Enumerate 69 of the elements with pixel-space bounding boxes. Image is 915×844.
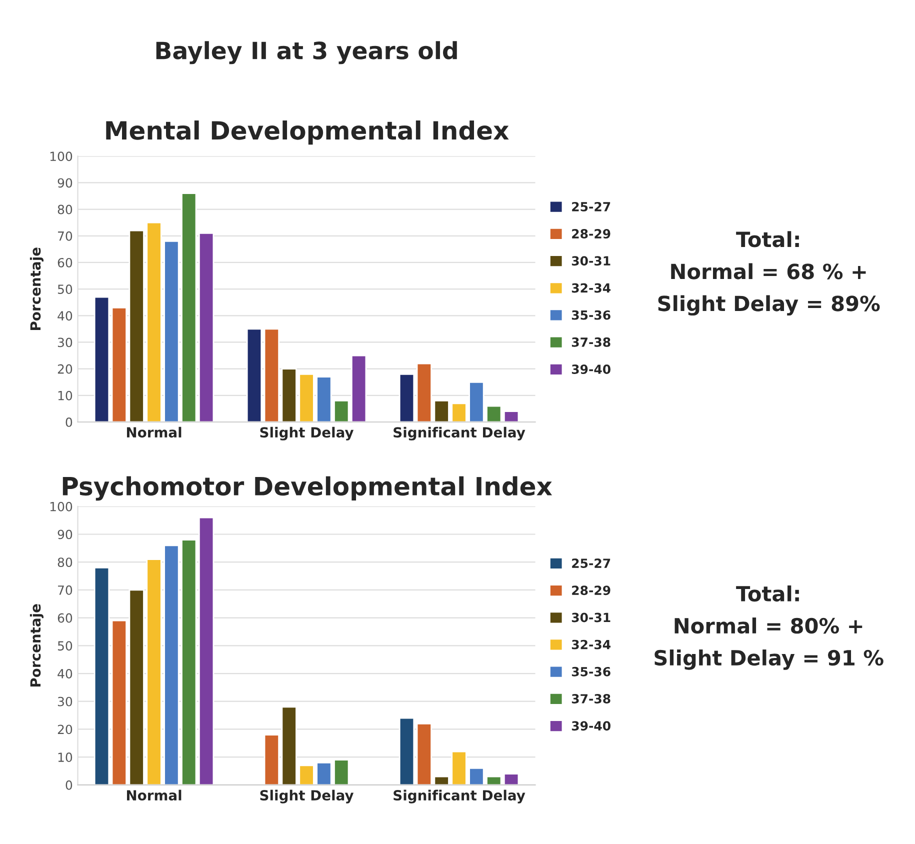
bar <box>398 373 415 422</box>
y-tick-label: 100 <box>50 502 72 512</box>
y-tick-label: 0 <box>66 417 72 427</box>
bar <box>94 566 110 785</box>
bar <box>503 410 520 422</box>
y-tick-label: 30 <box>58 338 72 348</box>
y-tick-label: 70 <box>58 231 72 241</box>
legend-label: 37-38 <box>572 694 610 704</box>
x-tick-label: Significant Delay <box>394 790 526 804</box>
y-axis-title: Porcentaje <box>30 248 44 330</box>
legend-label: 25-27 <box>572 558 610 568</box>
x-tick-label: Significant Delay <box>394 426 526 440</box>
y-tick-label: 40 <box>58 668 72 678</box>
bar <box>111 306 128 422</box>
y-tick-label: 90 <box>58 178 72 188</box>
bar <box>111 620 128 785</box>
chart-subtitle: Mental Developmental Index <box>106 120 509 145</box>
legend-label: 35-36 <box>572 666 610 676</box>
legend-label: 32-34 <box>572 283 611 293</box>
legend-label: 39-40 <box>572 721 610 731</box>
text: Total: <box>736 585 799 602</box>
legend-label: 30-31 <box>572 612 610 622</box>
bar <box>198 232 214 422</box>
y-tick-label: 10 <box>58 752 72 762</box>
y-tick-label: 50 <box>58 641 72 651</box>
text: Slight Delay = 89% <box>658 295 880 316</box>
legend-label: 37-38 <box>572 337 610 347</box>
bar <box>416 722 432 785</box>
y-axis-title: Porcentaje <box>30 604 44 687</box>
y-tick-label: 80 <box>58 558 72 568</box>
bar <box>398 717 415 785</box>
y-tick-label: 80 <box>58 204 72 214</box>
bar <box>246 328 262 422</box>
y-tick-label: 0 <box>66 780 72 790</box>
legend-label: 28-29 <box>572 586 610 596</box>
text: Normal = 68 % + <box>671 263 866 280</box>
text: Total: <box>736 231 799 248</box>
text: Slight Delay = 91 % <box>654 650 884 670</box>
chart-title: Psychomotor Developmental Index <box>62 476 552 501</box>
legend-label: 25-27 <box>572 202 610 212</box>
legend-label: 30-31 <box>572 256 610 266</box>
bar <box>350 354 367 422</box>
y-tick-label: 60 <box>58 258 72 268</box>
bar <box>264 328 280 422</box>
bar <box>198 516 214 785</box>
y-tick-label: 20 <box>58 724 72 734</box>
y-tick-label: 100 <box>50 152 72 162</box>
x-tick-label: Normal <box>126 790 182 801</box>
y-tick-label: 20 <box>58 364 72 374</box>
y-tick-label: 10 <box>58 390 72 400</box>
legend-label: 39-40 <box>572 364 610 374</box>
legend-label: 35-36 <box>572 310 610 320</box>
text: Normal = 80% + <box>674 618 862 634</box>
x-tick-label: Slight Delay <box>260 426 354 440</box>
y-tick-label: 90 <box>58 530 72 540</box>
bar <box>94 296 110 422</box>
x-tick-label: Normal <box>126 426 182 438</box>
y-tick-label: 40 <box>58 311 72 321</box>
bar <box>264 734 280 785</box>
y-tick-label: 30 <box>58 696 72 706</box>
bar <box>416 362 432 422</box>
legend-label: 28-29 <box>572 229 610 238</box>
y-tick-label: 50 <box>58 284 72 294</box>
y-tick-label: 70 <box>58 585 72 595</box>
legend-label: 32-34 <box>572 640 611 650</box>
chart-title: Bayley II at 3 years old <box>156 41 457 64</box>
x-tick-label: Slight Delay <box>260 790 354 804</box>
bar <box>503 773 520 785</box>
y-tick-label: 60 <box>58 613 72 623</box>
